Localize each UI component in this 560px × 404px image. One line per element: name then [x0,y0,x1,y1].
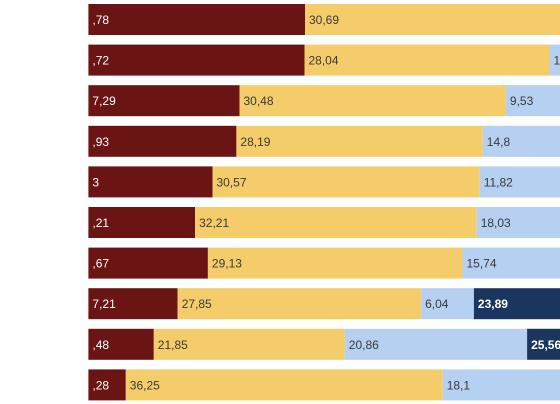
bar-segment [482,125,560,157]
bar-segment [442,369,560,401]
bar-row: 7,21 27,85 6,04 23,89 [88,288,560,320]
data-label: ,28 [92,378,109,392]
bar-segment [239,85,506,117]
bar-segment [462,247,560,279]
bar-row: ,72 28,04 12,14 [88,44,560,76]
data-label: 18,1 [447,378,471,392]
bar-row: ,93 28,19 14,8 [88,125,560,157]
bar-segment [476,207,560,238]
bar-segment [177,288,422,320]
data-label: 15,74 [467,257,497,271]
data-label: 29,13 [212,257,242,271]
bar-segment [473,288,560,320]
data-label: ,93 [92,135,109,149]
data-label: 20,86 [349,338,379,352]
bar-segment [88,328,154,360]
bar-segment [88,207,196,238]
data-label: 23,89 [478,297,508,311]
data-label: ,67 [92,257,109,271]
data-label: 6,04 [425,297,449,311]
data-label: 7,21 [92,297,116,311]
data-label: 25,56 [531,338,560,352]
bar-row: ,21 32,21 18,03 [88,207,560,238]
data-label: 36,25 [130,378,160,392]
data-label: ,21 [92,216,109,230]
bar-segment [207,247,463,279]
bar-segment [304,44,550,76]
data-label: 9,53 [510,94,534,108]
data-label: 28,19 [240,135,270,149]
data-label: 30,57 [217,175,247,189]
bar-row: ,48 21,85 20,86 25,56 [88,328,560,360]
bar-segment [505,85,560,117]
data-label: 28,04 [309,54,339,68]
bar-segment [125,369,443,401]
bar-segment [88,369,126,401]
bar-segment [88,4,306,35]
bar-segment [421,288,474,320]
bar-segment [479,166,560,198]
bar-segment [195,207,477,238]
bar-segment [344,328,528,360]
data-label: ,78 [92,13,109,27]
data-label: 12,14 [554,54,560,68]
data-label: 30,69 [309,13,339,27]
data-label: 18,03 [481,216,511,230]
data-label: 14,8 [487,135,511,149]
bar-segment [88,44,305,76]
bar-segment [88,125,237,157]
data-label: ,72 [92,54,109,68]
data-label: 32,21 [199,216,229,230]
bar-segment [236,125,483,157]
bar-segment [88,247,208,279]
data-label: ,48 [92,338,109,352]
bar-segment [305,4,560,35]
bar-segment [88,166,213,198]
bar-segment [88,85,240,117]
data-label: 27,85 [182,297,212,311]
bar-segment [212,166,480,198]
data-label: 7,29 [92,94,116,108]
bar-segment [88,288,178,320]
data-label: 11,82 [484,175,513,189]
bar-segment [527,328,560,360]
bar-segment [153,328,345,360]
bar-segment [549,44,560,76]
data-label: 30,48 [244,94,274,108]
data-label: 3 [92,175,99,189]
data-label: 21,85 [158,338,188,352]
